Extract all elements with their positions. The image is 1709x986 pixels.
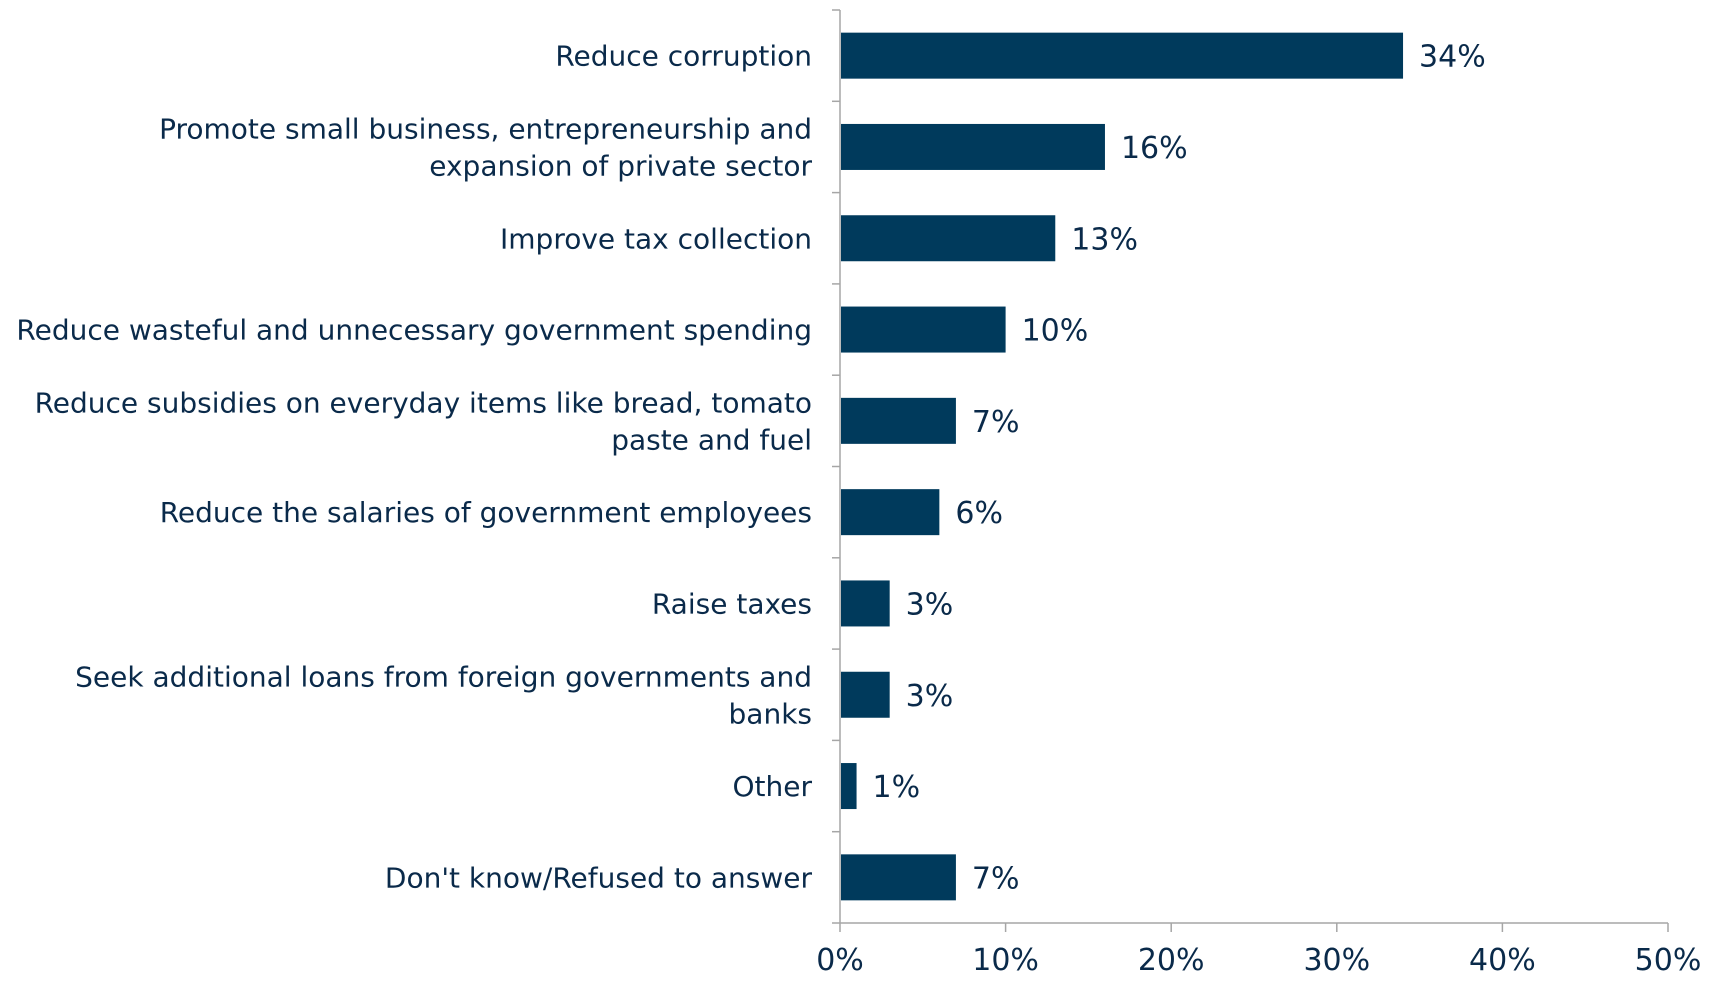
data-label: 16%	[1121, 131, 1188, 166]
data-label: 3%	[906, 679, 954, 714]
category-label-line: Improve tax collection	[500, 222, 812, 255]
category-label-line: Reduce the salaries of government employ…	[160, 496, 812, 529]
data-label: 6%	[955, 496, 1003, 531]
category-label-line: Other	[732, 770, 812, 803]
category-label-line: Seek additional loans from foreign gover…	[75, 660, 812, 693]
x-tick-label: 30%	[1303, 943, 1370, 978]
x-tick-label: 50%	[1635, 943, 1702, 978]
category-label: Don't know/Refused to answer	[385, 861, 813, 894]
category-label: Other	[732, 770, 812, 803]
data-label: 7%	[972, 861, 1020, 896]
x-tick-label: 40%	[1469, 943, 1536, 978]
category-label-line: Raise taxes	[652, 587, 812, 620]
bar	[841, 489, 940, 536]
data-label: 10%	[1022, 314, 1089, 349]
bar	[841, 397, 956, 444]
category-label-line: Promote small business, entrepreneurship…	[159, 112, 812, 145]
data-label: 7%	[972, 405, 1020, 440]
data-label: 13%	[1071, 222, 1138, 257]
data-label: 34%	[1419, 40, 1486, 75]
category-label: Reduce corruption	[555, 40, 812, 73]
bar	[841, 854, 956, 901]
x-tick-label: 10%	[972, 943, 1039, 978]
category-label-line: Reduce subsidies on everyday items like …	[35, 386, 812, 419]
category-label-line: banks	[729, 697, 812, 730]
category-label-line: Reduce corruption	[555, 40, 812, 73]
data-label: 3%	[906, 587, 954, 622]
x-tick-label: 0%	[816, 943, 864, 978]
category-label-line: paste and fuel	[611, 423, 812, 456]
category-label: Reduce the salaries of government employ…	[160, 496, 812, 529]
bar	[841, 763, 857, 810]
bar	[841, 123, 1105, 170]
bar	[841, 32, 1404, 79]
x-tick-label: 20%	[1138, 943, 1205, 978]
category-label-line: Don't know/Refused to answer	[385, 861, 813, 894]
category-label: Seek additional loans from foreign gover…	[75, 660, 812, 730]
category-label: Promote small business, entrepreneurship…	[159, 112, 812, 182]
category-label-line: Reduce wasteful and unnecessary governme…	[16, 314, 812, 347]
category-label: Improve tax collection	[500, 222, 812, 255]
bar	[841, 215, 1056, 262]
bar	[841, 306, 1006, 353]
category-label-line: expansion of private sector	[429, 149, 812, 182]
category-label: Reduce subsidies on everyday items like …	[35, 386, 812, 456]
bar	[841, 580, 890, 627]
bar	[841, 671, 890, 718]
category-label: Reduce wasteful and unnecessary governme…	[16, 314, 812, 347]
data-label: 1%	[873, 770, 921, 805]
category-label: Raise taxes	[652, 587, 812, 620]
